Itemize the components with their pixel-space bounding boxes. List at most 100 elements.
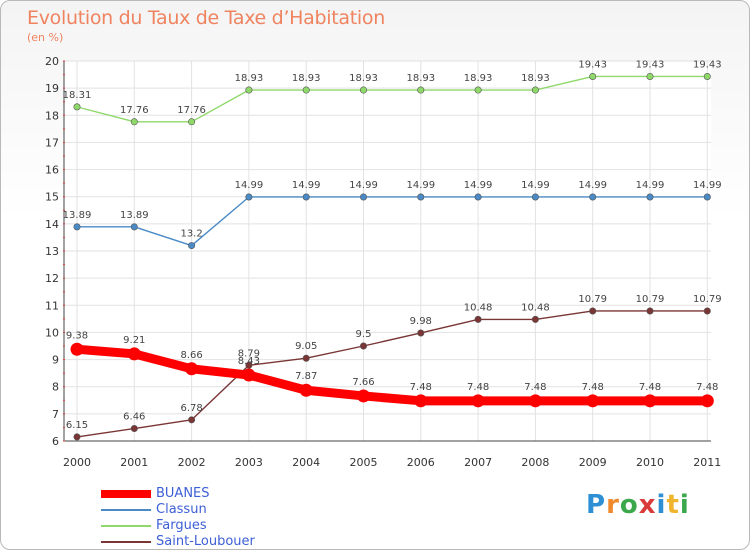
y-tick-label: 17 bbox=[45, 136, 59, 149]
data-point-fargues bbox=[589, 72, 597, 80]
data-point-classun bbox=[188, 242, 196, 250]
series-line-buanes bbox=[72, 344, 712, 406]
data-label-classun: 13.89 bbox=[120, 210, 149, 221]
x-tick-label: 2009 bbox=[579, 456, 607, 469]
data-label-classun: 14.99 bbox=[235, 180, 264, 191]
data-label-classun: 13.89 bbox=[63, 210, 92, 221]
data-point-fargues bbox=[245, 86, 253, 94]
x-tick-label: 2008 bbox=[521, 456, 549, 469]
data-point-buanes bbox=[70, 342, 84, 356]
legend-swatch-saint-loubouer bbox=[101, 541, 151, 543]
data-point-buanes bbox=[414, 394, 428, 408]
data-point-fargues bbox=[73, 103, 81, 111]
data-label-buanes: 7.48 bbox=[524, 382, 546, 393]
chart-title: Evolution du Taux de Taxe d’Habitation bbox=[27, 7, 385, 29]
data-label-saint-loubouer: 10.48 bbox=[521, 302, 550, 313]
data-point-fargues bbox=[531, 86, 539, 94]
data-label-fargues: 19.43 bbox=[693, 59, 722, 70]
data-point-buanes bbox=[528, 394, 542, 408]
data-label-fargues: 17.76 bbox=[177, 105, 206, 116]
data-point-fargues bbox=[417, 86, 425, 94]
chart-subtitle: (en %) bbox=[27, 31, 64, 44]
y-tick-label: 14 bbox=[45, 218, 59, 231]
data-point-fargues bbox=[703, 72, 711, 80]
data-label-buanes: 9.38 bbox=[66, 330, 88, 341]
data-point-buanes bbox=[185, 362, 199, 376]
data-label-classun: 14.99 bbox=[636, 180, 665, 191]
y-tick-label: 11 bbox=[45, 299, 59, 312]
data-point-fargues bbox=[188, 118, 196, 126]
x-tick-label: 2001 bbox=[120, 456, 148, 469]
data-point-saint-loubouer bbox=[359, 342, 367, 350]
data-point-saint-loubouer bbox=[73, 433, 81, 441]
legend-swatch-classun bbox=[101, 509, 151, 511]
series-line-saint-loubouer bbox=[76, 310, 708, 438]
y-tick-label: 19 bbox=[45, 82, 59, 95]
x-tick-label: 2003 bbox=[235, 456, 263, 469]
data-point-classun bbox=[531, 193, 539, 201]
y-tick-label: 9 bbox=[52, 354, 59, 367]
data-point-saint-loubouer bbox=[646, 307, 654, 315]
data-label-fargues: 18.93 bbox=[406, 73, 435, 84]
data-point-fargues bbox=[646, 72, 654, 80]
data-label-buanes: 9.21 bbox=[123, 335, 145, 346]
data-label-classun: 14.99 bbox=[521, 180, 550, 191]
data-label-buanes: 7.48 bbox=[696, 382, 718, 393]
data-point-buanes bbox=[299, 383, 313, 397]
y-tick-label: 16 bbox=[45, 164, 59, 177]
data-label-saint-loubouer: 10.79 bbox=[578, 294, 607, 305]
data-point-buanes bbox=[127, 347, 141, 361]
data-label-fargues: 17.76 bbox=[120, 105, 149, 116]
y-tick-label: 7 bbox=[52, 408, 59, 421]
data-label-classun: 14.99 bbox=[349, 180, 378, 191]
x-tick-label: 2007 bbox=[464, 456, 492, 469]
data-label-buanes: 7.66 bbox=[352, 377, 374, 388]
proxiti-logo: Proxiti bbox=[586, 490, 690, 520]
data-point-fargues bbox=[302, 86, 310, 94]
data-label-fargues: 18.93 bbox=[292, 73, 321, 84]
data-point-classun bbox=[302, 193, 310, 201]
data-point-saint-loubouer bbox=[417, 329, 425, 337]
x-tick-label: 2005 bbox=[350, 456, 378, 469]
data-label-saint-loubouer: 10.48 bbox=[464, 302, 493, 313]
data-point-saint-loubouer bbox=[302, 354, 310, 362]
legend-label-buanes: BUANES bbox=[156, 486, 210, 501]
data-label-saint-loubouer: 9.5 bbox=[356, 329, 372, 340]
y-tick-label: 18 bbox=[45, 109, 59, 122]
data-label-saint-loubouer: 8.79 bbox=[238, 348, 260, 359]
data-label-buanes: 7.87 bbox=[295, 371, 317, 382]
data-point-saint-loubouer bbox=[703, 307, 711, 315]
data-label-saint-loubouer: 6.46 bbox=[123, 412, 145, 423]
data-label-fargues: 18.93 bbox=[349, 73, 378, 84]
data-label-classun: 13.2 bbox=[180, 229, 202, 240]
series-line-classun bbox=[76, 196, 708, 247]
data-label-fargues: 19.43 bbox=[636, 59, 665, 70]
x-tick-label: 2000 bbox=[63, 456, 91, 469]
legend-label-classun: Classun bbox=[156, 502, 207, 517]
data-point-classun bbox=[703, 193, 711, 201]
data-label-classun: 14.99 bbox=[464, 180, 493, 191]
data-label-fargues: 18.31 bbox=[63, 90, 92, 101]
data-label-saint-loubouer: 10.79 bbox=[693, 294, 722, 305]
data-point-classun bbox=[417, 193, 425, 201]
data-label-buanes: 8.66 bbox=[180, 350, 202, 361]
data-point-classun bbox=[73, 223, 81, 231]
data-label-saint-loubouer: 6.15 bbox=[66, 420, 88, 431]
legend-label-saint-loubouer: Saint-Loubouer bbox=[156, 534, 255, 549]
data-label-buanes: 7.48 bbox=[410, 382, 432, 393]
data-point-buanes bbox=[242, 368, 256, 382]
data-point-classun bbox=[130, 223, 138, 231]
x-tick-label: 2004 bbox=[292, 456, 320, 469]
data-point-classun bbox=[589, 193, 597, 201]
y-tick-label: 20 bbox=[45, 55, 59, 68]
data-point-classun bbox=[245, 193, 253, 201]
data-label-fargues: 19.43 bbox=[578, 59, 607, 70]
data-point-saint-loubouer bbox=[188, 416, 196, 424]
legend-label-fargues: Fargues bbox=[156, 518, 207, 533]
data-label-fargues: 18.93 bbox=[235, 73, 264, 84]
data-label-saint-loubouer: 9.98 bbox=[410, 316, 432, 327]
data-point-buanes bbox=[586, 394, 600, 408]
data-point-saint-loubouer bbox=[531, 315, 539, 323]
y-tick-label: 13 bbox=[45, 245, 59, 258]
